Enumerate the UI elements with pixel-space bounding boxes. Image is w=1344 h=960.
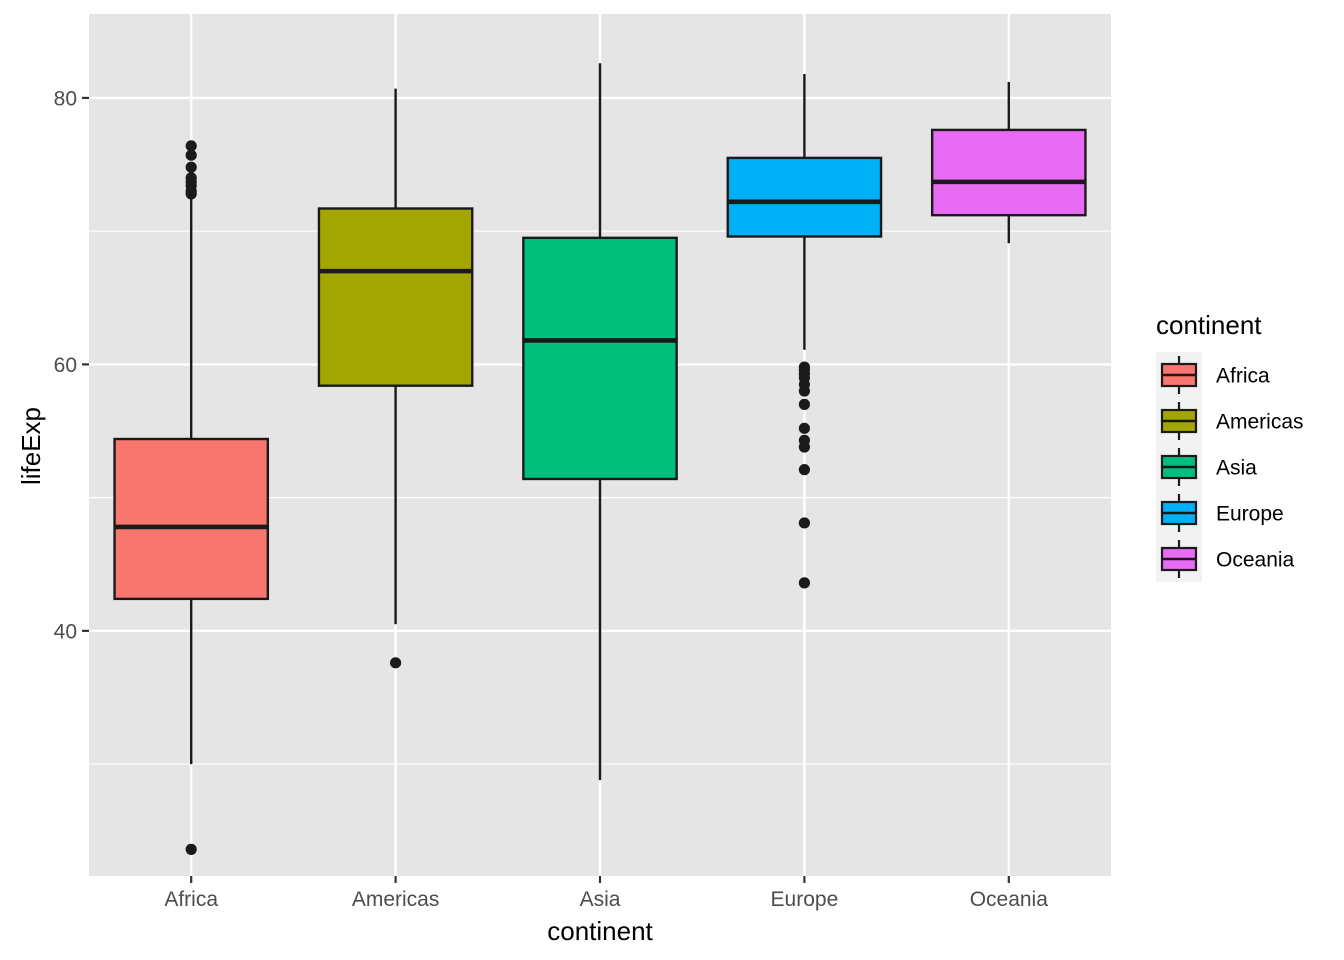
outlier-point (798, 422, 811, 434)
outlier-point (798, 398, 811, 410)
box-europe (726, 73, 883, 589)
x-tick-label: Africa (164, 888, 218, 911)
iqr-box (930, 128, 1087, 217)
legend-title: continent (1156, 310, 1262, 340)
legend-item-asia: Asia (1160, 448, 1257, 486)
legend-item-americas: Americas (1160, 402, 1304, 440)
outlier-point (185, 172, 197, 184)
boxes (113, 63, 1087, 855)
iqr-box (726, 156, 883, 238)
outlier-point (798, 577, 811, 589)
legend-label: Europe (1216, 503, 1284, 526)
outlier-point (185, 161, 197, 173)
x-axis-title: continent (547, 916, 653, 946)
outlier-point (185, 149, 197, 161)
box-africa (113, 140, 270, 855)
outlier-point (798, 361, 811, 373)
iqr-box (317, 207, 474, 387)
legend-label: Oceania (1216, 549, 1295, 572)
box-asia (522, 63, 678, 781)
box-americas (317, 88, 474, 669)
outlier-point (390, 657, 402, 669)
x-tick-label: Americas (352, 888, 440, 911)
outlier-point (798, 434, 811, 446)
legend-item-oceania: Oceania (1160, 540, 1295, 578)
y-tick-label: 80 (54, 87, 77, 110)
y-axis: 40 60 80 (54, 87, 89, 643)
y-tick-label: 60 (54, 354, 77, 377)
y-axis-title: lifeExp (16, 407, 46, 485)
x-axis: Africa Americas Asia Europe Oceania (164, 876, 1048, 911)
outlier-point (185, 140, 197, 152)
legend-items: Africa Americas Asia Europe Oceania (1160, 356, 1304, 578)
iqr-box (522, 236, 678, 481)
legend-item-europe: Europe (1160, 494, 1284, 532)
iqr-box (113, 437, 270, 601)
legend: continent Africa Americas Asia Europe Oceani… (1156, 310, 1304, 582)
x-tick-label: Oceania (970, 888, 1049, 911)
box-oceania (930, 81, 1087, 244)
x-tick-label: Europe (771, 888, 839, 911)
legend-item-africa: Africa (1160, 356, 1270, 394)
legend-label: Americas (1216, 411, 1304, 434)
legend-label: Asia (1216, 457, 1257, 480)
outlier-point (185, 843, 197, 855)
legend-label: Africa (1216, 365, 1270, 388)
y-tick-label: 40 (54, 620, 77, 643)
outlier-point (798, 464, 811, 476)
outlier-point (798, 517, 811, 529)
x-tick-label: Asia (580, 888, 621, 911)
